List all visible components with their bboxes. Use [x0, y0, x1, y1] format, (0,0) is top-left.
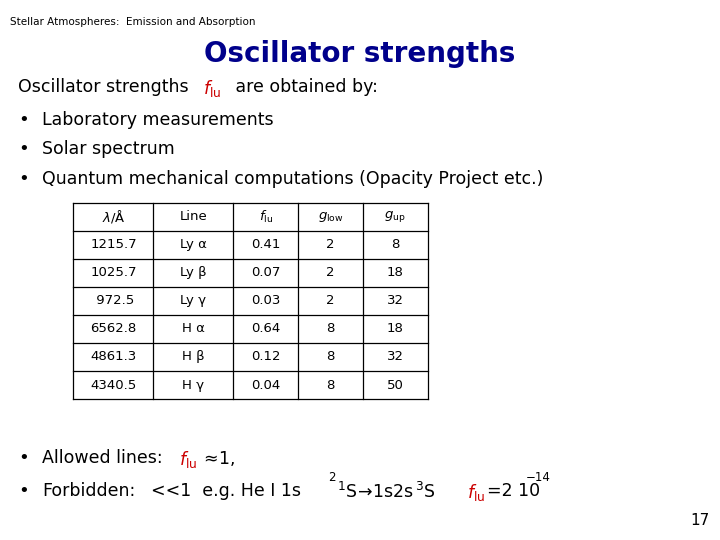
Text: 8: 8	[326, 379, 335, 392]
Text: $g_{\rm low}$: $g_{\rm low}$	[318, 210, 343, 224]
Text: =2 10: =2 10	[487, 482, 540, 500]
Text: $g_{\rm up}$: $g_{\rm up}$	[384, 209, 406, 224]
Text: $f_{\rm lu}$: $f_{\rm lu}$	[467, 482, 485, 503]
Text: 2: 2	[326, 294, 335, 307]
Text: <<1  e.g. He I 1s: <<1 e.g. He I 1s	[151, 482, 301, 500]
Text: 4861.3: 4861.3	[90, 350, 137, 363]
Text: Line: Line	[179, 210, 207, 223]
Text: 18: 18	[387, 266, 404, 279]
Text: Solar spectrum: Solar spectrum	[42, 140, 174, 158]
Text: 1215.7: 1215.7	[90, 238, 137, 251]
Text: 18: 18	[387, 322, 404, 335]
Text: Oscillator strengths: Oscillator strengths	[18, 78, 194, 96]
Text: •: •	[18, 140, 29, 158]
Text: 8: 8	[391, 238, 400, 251]
Text: •: •	[18, 111, 29, 129]
Text: Allowed lines:: Allowed lines:	[42, 449, 174, 467]
Text: 0.07: 0.07	[251, 266, 280, 279]
Text: Oscillator strengths: Oscillator strengths	[204, 40, 516, 69]
Text: are obtained by:: are obtained by:	[230, 78, 378, 96]
Text: H γ: H γ	[182, 379, 204, 392]
Text: Stellar Atmospheres:  Emission and Absorption: Stellar Atmospheres: Emission and Absorp…	[10, 17, 256, 28]
Text: Ly β: Ly β	[180, 266, 207, 279]
Text: 4340.5: 4340.5	[90, 379, 137, 392]
Text: 972.5: 972.5	[92, 294, 135, 307]
Text: 0.04: 0.04	[251, 379, 280, 392]
Text: 2: 2	[326, 238, 335, 251]
Text: 32: 32	[387, 350, 404, 363]
Text: −14: −14	[526, 471, 551, 484]
Text: 0.64: 0.64	[251, 322, 280, 335]
Text: 6562.8: 6562.8	[90, 322, 137, 335]
Text: $\lambda$/Å: $\lambda$/Å	[102, 208, 125, 225]
Text: •: •	[18, 170, 29, 188]
Text: $f_{\rm lu}$: $f_{\rm lu}$	[179, 449, 197, 470]
Text: 2: 2	[326, 266, 335, 279]
Text: 0.41: 0.41	[251, 238, 280, 251]
Text: 50: 50	[387, 379, 404, 392]
Text: $\approx\!$1,: $\approx\!$1,	[200, 449, 235, 468]
Text: 32: 32	[387, 294, 404, 307]
Text: 0.12: 0.12	[251, 350, 280, 363]
Text: H α: H α	[182, 322, 204, 335]
Text: H β: H β	[182, 350, 204, 363]
Text: $f_{\rm lu}$: $f_{\rm lu}$	[203, 78, 221, 99]
Text: Ly α: Ly α	[180, 238, 207, 251]
Text: Ly γ: Ly γ	[180, 294, 207, 307]
Text: Forbidden:: Forbidden:	[42, 482, 135, 500]
Text: 17: 17	[690, 513, 709, 528]
Text: •: •	[18, 449, 29, 467]
Text: $^1$S$\!\rightarrow\!$1s2s$\,^3$S: $^1$S$\!\rightarrow\!$1s2s$\,^3$S	[337, 482, 436, 502]
Text: 8: 8	[326, 350, 335, 363]
Text: $f_{\rm lu}$: $f_{\rm lu}$	[258, 208, 273, 225]
Text: 2: 2	[328, 471, 336, 484]
Text: 0.03: 0.03	[251, 294, 280, 307]
Text: •: •	[18, 482, 29, 500]
Text: 8: 8	[326, 322, 335, 335]
Text: Laboratory measurements: Laboratory measurements	[42, 111, 274, 129]
Text: 1025.7: 1025.7	[90, 266, 137, 279]
Text: Quantum mechanical computations (Opacity Project etc.): Quantum mechanical computations (Opacity…	[42, 170, 543, 188]
